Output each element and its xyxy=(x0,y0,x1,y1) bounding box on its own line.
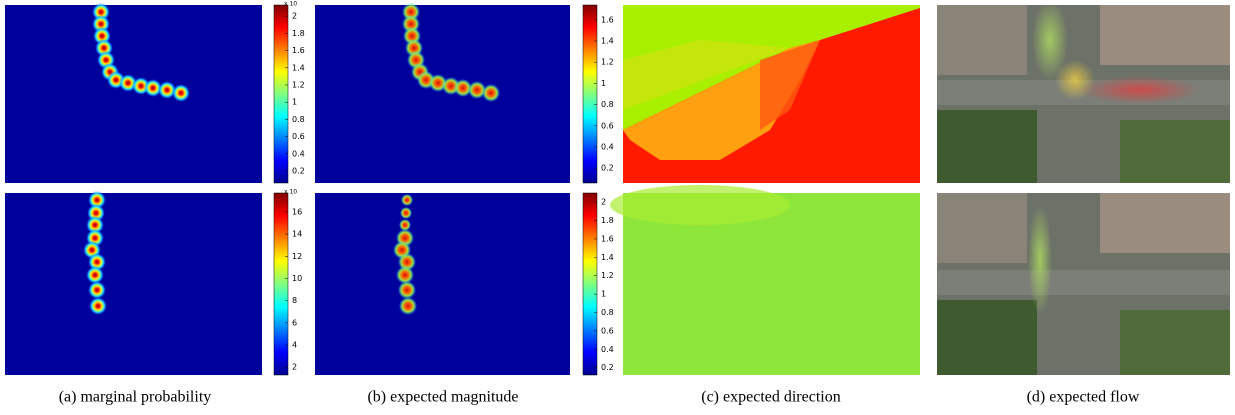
captions: (a) marginal probability (b) expected mag… xyxy=(59,389,1140,406)
heatmap-bg xyxy=(315,193,570,375)
heatmap-bg xyxy=(315,5,570,183)
caption: (c) expected direction xyxy=(701,389,840,406)
colorbar-tick-label: 1.4 xyxy=(601,37,614,46)
colorbars: 0.20.40.60.811.21.41.61.82x 102468101214… xyxy=(273,1,614,376)
blob xyxy=(88,191,106,209)
colorbar-tick-label: 2 xyxy=(292,363,297,372)
heatmap-bg xyxy=(5,5,262,183)
colorbar-tick-label: 0.4 xyxy=(601,142,614,151)
colorbar-tick-label: 2 xyxy=(292,12,297,21)
colorbar-tick-label: 16 xyxy=(292,207,302,216)
colorbar-tick-label: 4 xyxy=(292,341,297,350)
blob xyxy=(482,84,500,102)
colorbar-tick-label: 0.4 xyxy=(601,345,614,354)
colorbar-tick-label: 0.2 xyxy=(601,164,614,173)
colorbar-tick-label: 0.6 xyxy=(601,326,614,335)
flow-image xyxy=(937,5,1230,375)
caption: (b) expected magnitude xyxy=(367,389,518,406)
colorbar xyxy=(582,192,598,376)
blob xyxy=(398,281,416,299)
colorbar-tick-label: 1.2 xyxy=(292,80,305,89)
colorbar xyxy=(582,4,598,184)
colorbar-multiplier: x 10 xyxy=(284,189,297,196)
colorbar-tick-label: 12 xyxy=(292,252,302,261)
colorbar-tick-label: 8 xyxy=(292,296,297,305)
blob xyxy=(86,216,104,234)
heatmaps xyxy=(5,3,570,375)
blob xyxy=(454,79,472,97)
blob xyxy=(172,84,190,102)
colorbar-tick-label: 1.6 xyxy=(601,234,614,243)
colorbar-tick-label: 0.6 xyxy=(292,132,305,141)
blob xyxy=(399,297,417,315)
blob xyxy=(396,266,414,284)
colorbar-tick-label: 6 xyxy=(292,318,297,327)
colorbar-tick-label: 1 xyxy=(292,98,297,107)
colorbar-tick-label: 1 xyxy=(601,290,606,299)
colorbar-tick-label: 1.8 xyxy=(292,29,305,38)
colorbar-tick-label: 2 xyxy=(601,198,606,207)
colorbar-tick-label: 0.6 xyxy=(601,121,614,130)
blob xyxy=(89,297,107,315)
colorbar-tick-label: 1.2 xyxy=(601,271,614,280)
colorbar-tick-label: 1.4 xyxy=(601,253,614,262)
colorbar-tick-label: 0.8 xyxy=(601,100,614,109)
colorbar-tick-label: 1 xyxy=(601,79,606,88)
colorbar-tick-label: 0.2 xyxy=(601,363,614,372)
caption: (d) expected flow xyxy=(1027,389,1140,406)
colorbar-tick-label: 1.6 xyxy=(601,15,614,24)
caption: (a) marginal probability xyxy=(59,389,212,406)
colorbar-tick-label: 1.4 xyxy=(292,63,305,72)
heatmap-bg xyxy=(5,193,262,375)
colorbar-tick-label: 1.6 xyxy=(292,46,305,55)
blob xyxy=(468,81,486,99)
direction-map xyxy=(610,5,920,375)
colorbar-tick-label: 10 xyxy=(292,274,302,283)
colorbar-tick-label: 1.8 xyxy=(601,216,614,225)
colorbar xyxy=(273,4,289,184)
colorbar-multiplier: x 10 xyxy=(284,1,297,8)
colorbar xyxy=(273,192,289,376)
blob xyxy=(158,81,176,99)
colorbar-tick-label: 0.4 xyxy=(292,149,305,158)
blob xyxy=(401,194,413,206)
colorbar-tick-label: 0.8 xyxy=(292,115,305,124)
blob xyxy=(86,266,104,284)
colorbar-tick-label: 1.2 xyxy=(601,58,614,67)
blob xyxy=(399,219,411,231)
colorbar-tick-label: 14 xyxy=(292,230,302,239)
blob xyxy=(400,207,412,219)
colorbar-tick-label: 0.8 xyxy=(601,308,614,317)
blob xyxy=(88,281,106,299)
colorbar-tick-label: 0.2 xyxy=(292,166,305,175)
blob xyxy=(144,79,162,97)
